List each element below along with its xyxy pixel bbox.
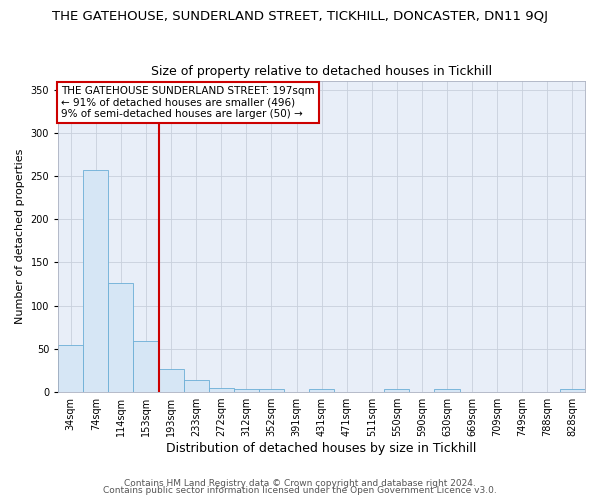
Text: Contains HM Land Registry data © Crown copyright and database right 2024.: Contains HM Land Registry data © Crown c… <box>124 478 476 488</box>
Bar <box>133 341 158 392</box>
Bar <box>83 170 109 392</box>
Bar <box>259 388 284 392</box>
Y-axis label: Number of detached properties: Number of detached properties <box>15 149 25 324</box>
Bar <box>109 283 133 392</box>
Text: THE GATEHOUSE, SUNDERLAND STREET, TICKHILL, DONCASTER, DN11 9QJ: THE GATEHOUSE, SUNDERLAND STREET, TICKHI… <box>52 10 548 23</box>
Bar <box>560 390 585 392</box>
Title: Size of property relative to detached houses in Tickhill: Size of property relative to detached ho… <box>151 66 492 78</box>
Bar <box>158 369 184 392</box>
Bar <box>309 390 334 392</box>
Bar <box>234 388 259 392</box>
Bar <box>385 390 409 392</box>
Bar <box>209 388 234 392</box>
Text: Contains public sector information licensed under the Open Government Licence v3: Contains public sector information licen… <box>103 486 497 495</box>
Bar <box>184 380 209 392</box>
Text: THE GATEHOUSE SUNDERLAND STREET: 197sqm
← 91% of detached houses are smaller (49: THE GATEHOUSE SUNDERLAND STREET: 197sqm … <box>61 86 314 119</box>
X-axis label: Distribution of detached houses by size in Tickhill: Distribution of detached houses by size … <box>166 442 477 455</box>
Bar <box>58 344 83 392</box>
Bar <box>434 390 460 392</box>
